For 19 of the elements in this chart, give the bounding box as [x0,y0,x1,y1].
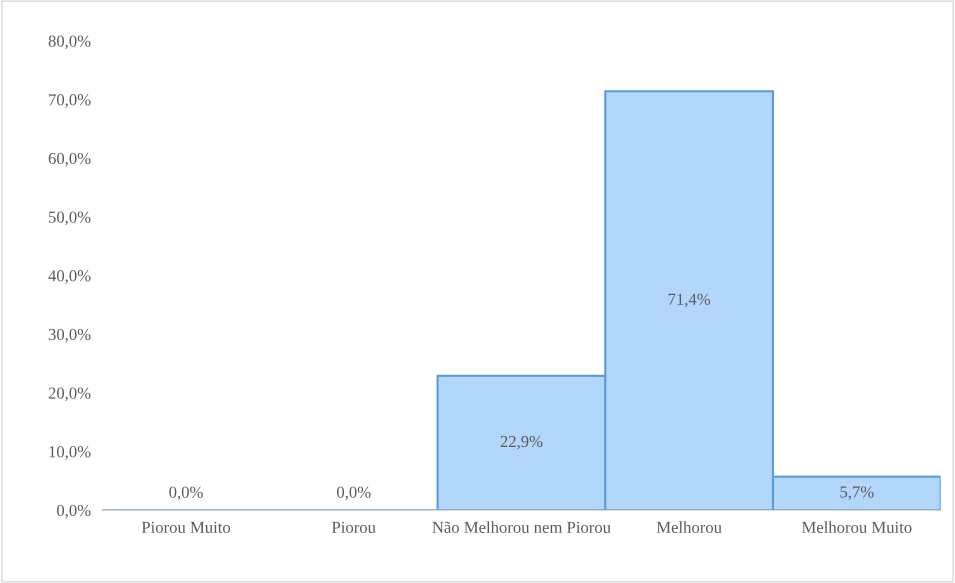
x-tick-label: Não Melhorou nem Piorou [432,521,611,533]
x-tick-label: Melhorou [656,521,722,533]
data-label: 22,9% [500,436,542,450]
x-tick-label: Piorou [332,522,376,533]
data-label: 71,4% [668,294,710,308]
y-tick-label: 0,0% [56,504,91,518]
data-label: 5,7% [840,486,874,500]
x-tick-label: Piorou Muito [142,522,230,533]
y-tick-label: 60,0% [48,152,91,166]
y-tick-label: 70,0% [49,94,91,108]
data-label: 0,0% [169,486,203,500]
x-tick-label: Melhorou Muito [802,521,912,533]
y-tick-label: 10,0% [49,446,91,460]
y-tick-label: 50,0% [48,212,91,226]
y-tick-label: 20,0% [48,387,91,402]
y-tick-label: 30,0% [48,328,91,342]
data-label: 0,0% [337,486,371,500]
y-tick-label: 80,0% [48,36,91,50]
y-tick-label: 40,0% [48,270,91,284]
